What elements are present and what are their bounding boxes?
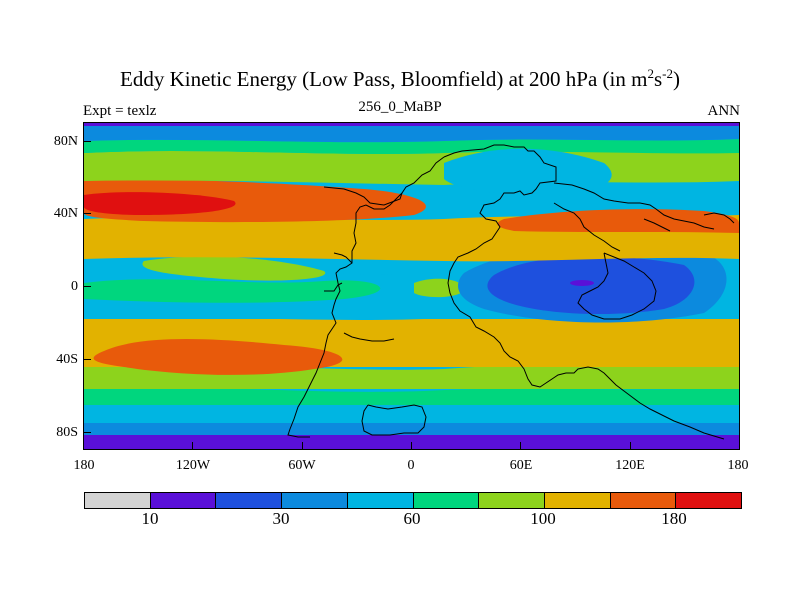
colorbar-cell	[216, 493, 283, 508]
band-fill	[487, 256, 695, 315]
band-fill	[84, 400, 739, 423]
colorbar-cell	[347, 493, 414, 508]
contour-map	[83, 122, 740, 450]
colorbar-cell	[150, 493, 217, 508]
x-tick	[630, 442, 631, 450]
coastline-europe	[287, 156, 445, 438]
x-tick	[411, 442, 412, 450]
colorbar-cell	[610, 493, 677, 508]
band-fill	[93, 339, 343, 375]
x-tick-label: 120W	[175, 458, 211, 473]
coastline-africa-eurasia	[443, 144, 725, 440]
x-tick	[302, 442, 303, 450]
x-tick-label: 120E	[615, 458, 645, 473]
figure-subtitle: 256_0_MaBP	[358, 99, 442, 115]
x-tick-label: 60W	[288, 458, 316, 473]
band-fill	[84, 123, 739, 143]
band-fill	[497, 209, 739, 233]
band-fill	[84, 192, 236, 215]
x-tick-label: 180	[73, 458, 95, 473]
colorbar-label: 60	[403, 509, 421, 528]
colorbar-label: 10	[141, 509, 159, 528]
y-tick-label: 80N	[53, 134, 78, 149]
band-fill	[84, 139, 739, 154]
coastline-asia-islands	[553, 182, 735, 320]
band-fill	[84, 151, 739, 185]
colorbar-label: 30	[272, 509, 290, 528]
colorbar-cell	[479, 493, 545, 508]
band-fill	[444, 148, 612, 196]
colorbar-label: 180	[661, 509, 687, 528]
y-tick	[83, 286, 91, 287]
coastline-americas	[323, 186, 427, 436]
x-tick	[192, 442, 193, 450]
y-tick-label: 40S	[56, 352, 78, 367]
colorbar-label: 100	[530, 509, 556, 528]
x-tick-label: 180	[727, 458, 749, 473]
band-fill	[414, 278, 464, 298]
y-tick	[83, 141, 91, 142]
band-fill	[84, 387, 739, 405]
band-fill	[84, 123, 739, 126]
experiment-label: Expt = texlz	[83, 103, 157, 119]
figure-title: Eddy Kinetic Energy (Low Pass, Bloomfiel…	[120, 66, 680, 91]
period-label: ANN	[707, 103, 741, 119]
y-tick	[83, 359, 91, 360]
band-fill	[570, 280, 594, 286]
band-fill	[84, 279, 381, 303]
colorbar-cell	[282, 493, 348, 508]
colorbar-cell	[544, 493, 611, 508]
band-fill	[142, 256, 326, 281]
y-tick	[83, 432, 91, 433]
colorbar	[84, 492, 742, 509]
colorbar-cell	[413, 493, 480, 508]
x-tick	[520, 442, 521, 450]
colorbar-cell	[676, 493, 742, 508]
x-tick-label: 0	[407, 458, 415, 473]
y-tick-label: 80S	[56, 425, 78, 440]
y-tick	[83, 213, 91, 214]
y-tick-label: 40N	[53, 206, 78, 221]
x-tick	[83, 442, 84, 450]
colorbar-cell	[85, 493, 151, 508]
y-tick-label: 0	[71, 279, 78, 294]
x-tick-label: 60E	[509, 458, 533, 473]
